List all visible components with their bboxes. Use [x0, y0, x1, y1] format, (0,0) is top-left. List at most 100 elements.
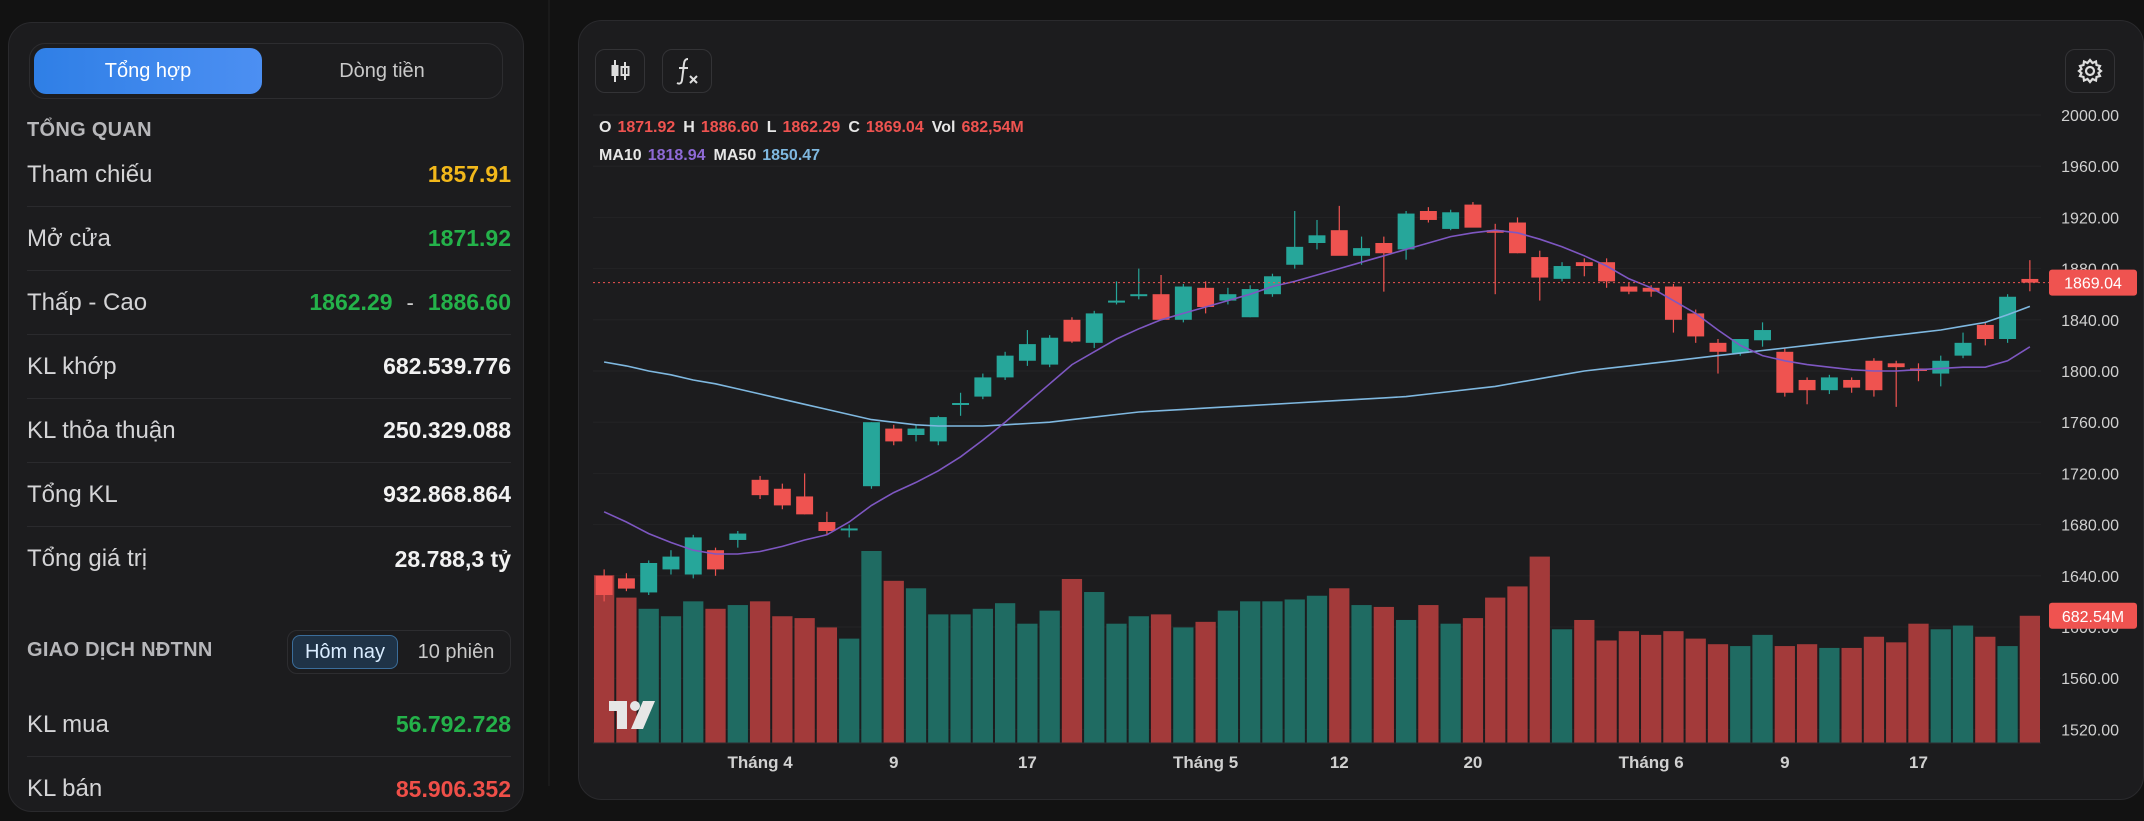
volume-bar — [1752, 634, 1773, 743]
tab-tong-hop[interactable]: Tổng hợp — [34, 48, 262, 94]
function-icon — [676, 58, 698, 85]
volume-bar — [1685, 638, 1706, 743]
gear-icon — [2077, 58, 2103, 84]
low-value: 1862.29 — [309, 289, 393, 315]
candlestick-icon — [611, 60, 630, 82]
candle-body — [996, 355, 1014, 378]
total-value-value: 28.788,3 tỷ — [394, 545, 511, 572]
volume-bar — [1173, 627, 1194, 743]
candle-body — [1887, 363, 1905, 368]
volume-bar — [1507, 586, 1528, 743]
low-high-label: Thấp - Cao — [27, 288, 148, 316]
volume-bar — [705, 608, 726, 743]
y-tick-label: 1840.00 — [2061, 313, 2119, 330]
y-tick-label: 1520.00 — [2061, 722, 2119, 739]
negotiated-volume-row: KL thỏa thuận 250.329.088 — [27, 399, 511, 463]
candle-body — [1754, 330, 1772, 341]
tradingview-logo — [609, 701, 655, 729]
candle-body — [1263, 276, 1281, 295]
volume-bar — [1084, 592, 1105, 743]
x-tick-label: 9 — [1780, 753, 1789, 772]
candle-body — [1865, 360, 1883, 391]
candle-body — [1575, 262, 1593, 267]
candle-body — [952, 403, 970, 405]
volume-bar — [1930, 629, 1951, 743]
total-volume-row: Tổng KL 932.868.864 — [27, 463, 511, 527]
x-tick-label: 12 — [1330, 753, 1349, 772]
foreign-sell-row: KL bán 85.906.352 — [27, 757, 511, 821]
indicators-button[interactable] — [662, 49, 712, 93]
volume-bar — [1039, 610, 1060, 743]
candle-body — [862, 422, 880, 487]
candle-body — [2021, 278, 2039, 283]
volume-bar — [1975, 636, 1996, 743]
volume-bar — [1351, 605, 1372, 743]
candle-body — [1553, 266, 1571, 279]
volume-bar — [1373, 606, 1394, 743]
range-separator: - — [406, 289, 414, 315]
panel-divider — [548, 0, 550, 786]
volume-bar — [1908, 623, 1929, 743]
candle-body — [1464, 204, 1482, 228]
total-volume-value: 932.868.864 — [383, 481, 511, 507]
matched-volume-row: KL khớp 682.539.776 — [27, 335, 511, 399]
candle-body — [617, 578, 635, 589]
candle-body — [662, 556, 680, 570]
y-tick-label: 1560.00 — [2061, 671, 2119, 688]
chart-type-button[interactable] — [595, 49, 645, 93]
legend-h-value: 1886.60 — [701, 119, 759, 136]
candle-body — [1308, 235, 1326, 243]
volume-bar — [1284, 599, 1305, 743]
candle-body — [840, 528, 858, 531]
total-value-row: Tổng giá trị 28.788,3 tỷ — [27, 527, 511, 591]
matched-volume-label: KL khớp — [27, 352, 117, 380]
chart-settings-button[interactable] — [2065, 49, 2115, 93]
candle-body — [773, 488, 791, 506]
last-volume-badge — [2049, 602, 2137, 629]
candle-body — [1798, 379, 1816, 391]
candle-body — [1442, 212, 1460, 229]
negotiated-volume-label: KL thỏa thuận — [27, 416, 176, 444]
open-value: 1871.92 — [427, 225, 511, 251]
volume-bar — [727, 605, 748, 743]
last-price-badge — [2049, 269, 2137, 296]
legend-o-value: 1871.92 — [617, 119, 675, 136]
legend-ma50-label: MA50 — [714, 147, 757, 164]
candle-body — [1709, 342, 1727, 352]
period-today-button[interactable]: Hôm nay — [292, 635, 398, 669]
volume-bar — [1863, 636, 1885, 743]
legend-c-value: 1869.04 — [866, 119, 924, 136]
reference-value: 1857.91 — [427, 161, 511, 187]
candle-body — [1531, 257, 1549, 278]
candle-body — [1330, 230, 1348, 256]
volume-bar — [1195, 621, 1216, 743]
y-tick-label: 1920.00 — [2061, 210, 2119, 227]
foreign-section-title: GIAO DỊCH NĐTNN — [27, 639, 213, 661]
candle-body — [1197, 287, 1215, 307]
volume-bar — [1997, 646, 2018, 743]
y-tick-label: 1800.00 — [2061, 364, 2119, 381]
candle-body — [707, 550, 724, 570]
legend-vol-label: Vol — [932, 119, 956, 136]
volume-bar — [883, 580, 904, 743]
volume-bar — [1485, 597, 1506, 743]
y-tick-label: 1760.00 — [2061, 415, 2119, 432]
candle-body — [1397, 213, 1415, 250]
volume-bar — [1306, 595, 1328, 743]
period-10-sessions-button[interactable]: 10 phiên — [417, 640, 495, 663]
volume-bar — [861, 551, 882, 743]
chart-panel: 2000.001960.001920.001880.001840.001800.… — [578, 20, 2144, 800]
candle-body — [595, 575, 613, 595]
tab-dong-tien[interactable]: Dòng tiền — [339, 59, 425, 82]
volume-bar — [749, 601, 771, 743]
y-tick-label: 1680.00 — [2061, 518, 2119, 535]
volume-bar — [1017, 623, 1038, 743]
volume-bar — [772, 616, 793, 743]
reference-row: Tham chiếu 1857.91 — [27, 143, 511, 207]
volume-bar — [1440, 623, 1461, 743]
candle-body — [729, 533, 747, 540]
candle-body — [796, 496, 814, 515]
volume-bar — [1061, 578, 1083, 743]
price-chart[interactable]: 2000.001960.001920.001880.001840.001800.… — [579, 21, 2144, 800]
